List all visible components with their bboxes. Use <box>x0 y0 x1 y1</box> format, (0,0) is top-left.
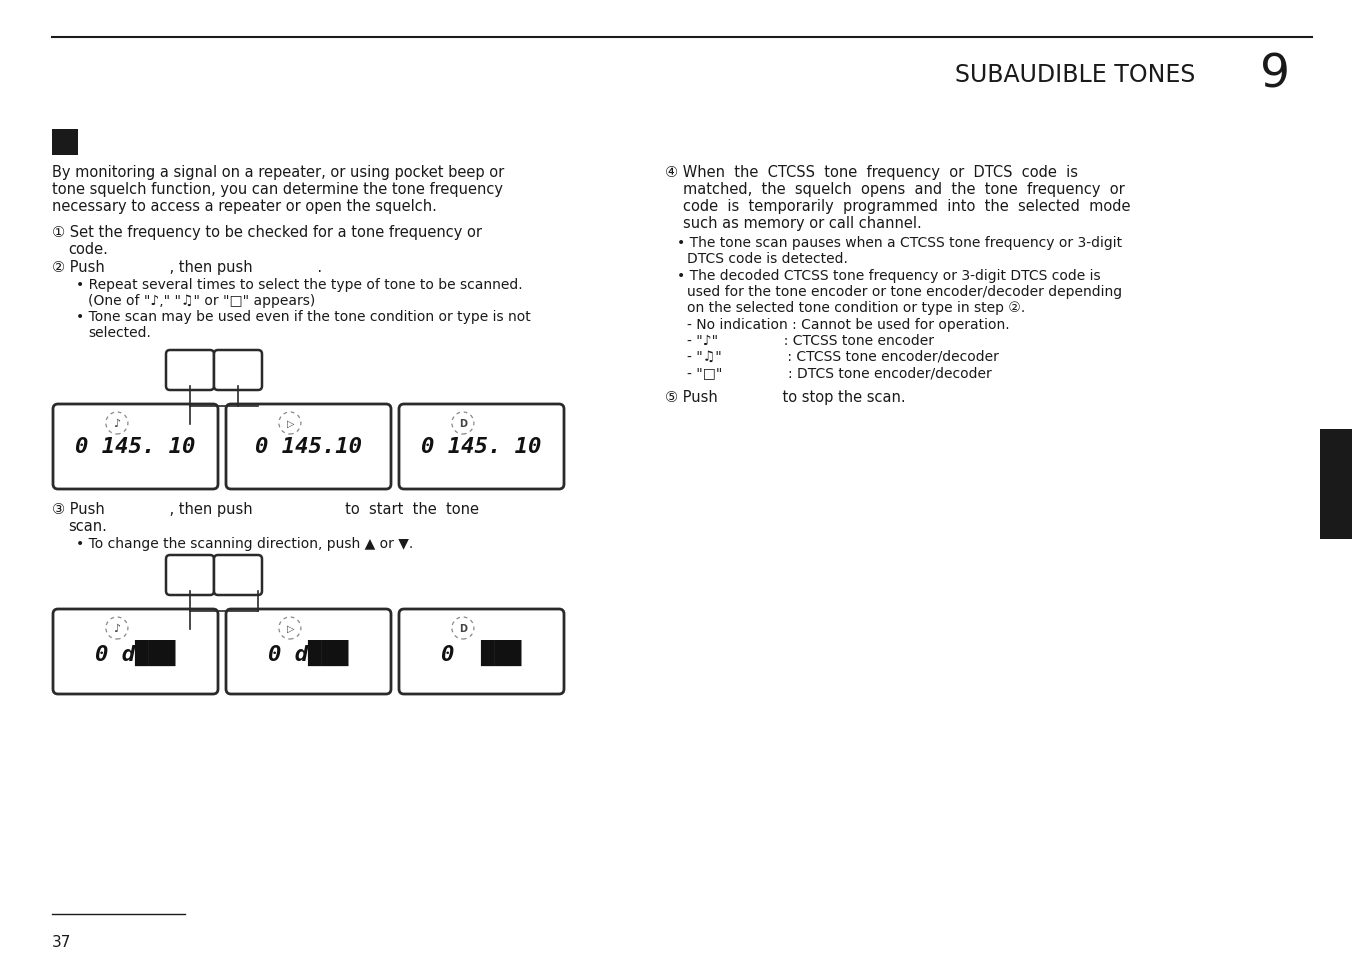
Text: • The tone scan pauses when a CTCSS tone frequency or 3-digit: • The tone scan pauses when a CTCSS tone… <box>677 235 1122 250</box>
Text: 0 145.10: 0 145.10 <box>256 437 362 457</box>
Text: 0 145. 10: 0 145. 10 <box>422 437 542 457</box>
Text: (One of "♪," "♫" or "□" appears): (One of "♪," "♫" or "□" appears) <box>88 294 315 308</box>
Text: matched,  the  squelch  opens  and  the  tone  frequency  or: matched, the squelch opens and the tone … <box>683 182 1125 196</box>
Text: 37: 37 <box>51 934 72 949</box>
Text: SUBAUDIBLE TONES: SUBAUDIBLE TONES <box>955 63 1195 87</box>
Text: scan.: scan. <box>68 518 107 534</box>
FancyBboxPatch shape <box>399 405 564 490</box>
Text: DTCS code is detected.: DTCS code is detected. <box>687 252 848 266</box>
Text: By monitoring a signal on a repeater, or using pocket beep or: By monitoring a signal on a repeater, or… <box>51 165 504 180</box>
Text: ♪: ♪ <box>114 623 120 634</box>
Text: 0 d███: 0 d███ <box>96 639 176 665</box>
Text: 0 145. 10: 0 145. 10 <box>76 437 196 457</box>
Text: ▷: ▷ <box>287 623 295 634</box>
Text: D: D <box>458 623 466 634</box>
FancyBboxPatch shape <box>399 609 564 695</box>
Text: - No indication : Cannot be used for operation.: - No indication : Cannot be used for ope… <box>687 317 1010 332</box>
Text: 0 d███: 0 d███ <box>269 639 349 665</box>
Text: • Tone scan may be used even if the tone condition or type is not: • Tone scan may be used even if the tone… <box>76 310 531 324</box>
Text: selected.: selected. <box>88 326 151 339</box>
Text: tone squelch function, you can determine the tone frequency: tone squelch function, you can determine… <box>51 182 503 196</box>
Text: such as memory or call channel.: such as memory or call channel. <box>683 215 922 231</box>
Text: ③ Push              , then push                    to  start  the  tone: ③ Push , then push to start the tone <box>51 501 479 517</box>
FancyBboxPatch shape <box>166 351 214 391</box>
FancyBboxPatch shape <box>214 556 262 596</box>
Text: D: D <box>458 418 466 429</box>
FancyBboxPatch shape <box>53 609 218 695</box>
FancyBboxPatch shape <box>1320 430 1352 539</box>
Text: ⑤ Push              to stop the scan.: ⑤ Push to stop the scan. <box>665 390 906 405</box>
Text: • The decoded CTCSS tone frequency or 3-digit DTCS code is: • The decoded CTCSS tone frequency or 3-… <box>677 269 1101 283</box>
FancyBboxPatch shape <box>51 130 78 156</box>
FancyBboxPatch shape <box>53 405 218 490</box>
Text: 0  ███: 0 ███ <box>441 639 522 665</box>
Text: • Repeat several times to select the type of tone to be scanned.: • Repeat several times to select the typ… <box>76 277 523 292</box>
Text: - "□"               : DTCS tone encoder/decoder: - "□" : DTCS tone encoder/decoder <box>687 366 992 379</box>
Text: ♪: ♪ <box>114 418 120 429</box>
Text: ④ When  the  CTCSS  tone  frequency  or  DTCS  code  is: ④ When the CTCSS tone frequency or DTCS … <box>665 165 1078 180</box>
Text: • To change the scanning direction, push ▲ or ▼.: • To change the scanning direction, push… <box>76 537 414 551</box>
Text: used for the tone encoder or tone encoder/decoder depending: used for the tone encoder or tone encode… <box>687 285 1122 298</box>
Text: code  is  temporarily  programmed  into  the  selected  mode: code is temporarily programmed into the … <box>683 199 1130 213</box>
Text: on the selected tone condition or type in step ②.: on the selected tone condition or type i… <box>687 301 1025 314</box>
FancyBboxPatch shape <box>166 556 214 596</box>
Text: ① Set the frequency to be checked for a tone frequency or: ① Set the frequency to be checked for a … <box>51 225 483 240</box>
Text: ▷: ▷ <box>287 418 295 429</box>
Text: necessary to access a repeater or open the squelch.: necessary to access a repeater or open t… <box>51 199 437 213</box>
FancyBboxPatch shape <box>214 351 262 391</box>
Text: code.: code. <box>68 242 108 256</box>
Text: ② Push              , then push              .: ② Push , then push . <box>51 260 322 274</box>
Text: 9: 9 <box>1260 52 1290 97</box>
FancyBboxPatch shape <box>226 609 391 695</box>
Text: - "♪"               : CTCSS tone encoder: - "♪" : CTCSS tone encoder <box>687 334 934 348</box>
FancyBboxPatch shape <box>226 405 391 490</box>
Text: - "♫"               : CTCSS tone encoder/decoder: - "♫" : CTCSS tone encoder/decoder <box>687 350 999 364</box>
